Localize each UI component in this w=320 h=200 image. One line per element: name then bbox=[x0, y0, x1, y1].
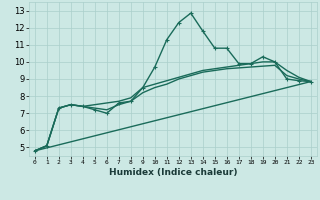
X-axis label: Humidex (Indice chaleur): Humidex (Indice chaleur) bbox=[108, 168, 237, 177]
